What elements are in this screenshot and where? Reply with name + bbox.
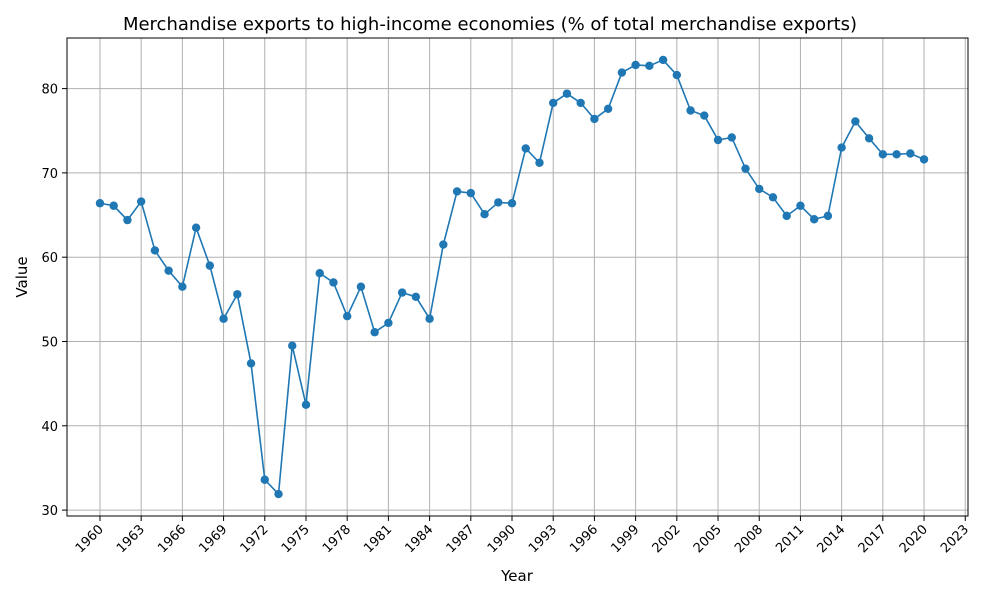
data-point [384, 318, 393, 328]
y-axis: 30 40 50 60 70 80 [41, 83, 67, 519]
data-point [452, 187, 462, 196]
x-tick-label: 1981 [361, 522, 395, 556]
data-point [576, 98, 585, 108]
data-point [782, 211, 791, 221]
data-point [590, 114, 599, 124]
x-tick-label: 2002 [650, 522, 684, 556]
data-point [755, 184, 764, 194]
data-point [274, 489, 283, 499]
y-tick-label: 60 [41, 251, 58, 266]
x-tick-label: 1993 [526, 522, 560, 556]
data-point [809, 215, 819, 224]
data-point [356, 282, 366, 291]
x-tick-label: 2020 [897, 522, 931, 556]
data-point [260, 475, 269, 484]
plot-frame [66, 37, 969, 517]
y-tick-label: 30 [41, 504, 58, 519]
data-point [919, 155, 929, 164]
data-point [741, 164, 750, 173]
data-point [878, 150, 888, 159]
x-tick-label: 1990 [485, 522, 519, 556]
grid [67, 38, 968, 516]
y-tick-label: 50 [41, 335, 58, 350]
chart-title: Merchandise exports to high-income econo… [123, 14, 857, 35]
data-point [603, 104, 613, 114]
data-point [123, 215, 132, 225]
data-point [906, 149, 915, 158]
data-point [617, 68, 627, 77]
x-tick-label: 2023 [938, 522, 972, 556]
data-point [864, 134, 874, 143]
data-point [837, 143, 846, 152]
x-tick-label: 1969 [196, 522, 230, 556]
x-tick-label: 1984 [402, 522, 436, 556]
x-tick-label: 2008 [732, 522, 766, 556]
data-point [439, 240, 448, 249]
x-tick-label: 1975 [279, 522, 313, 556]
data-point [301, 400, 311, 409]
x-tick-label: 1960 [73, 522, 107, 556]
data-point [178, 282, 187, 291]
data-point [892, 150, 901, 159]
x-tick-label: 1963 [114, 522, 148, 556]
data-point [672, 70, 682, 80]
data-point [823, 211, 833, 221]
data-point [768, 193, 778, 202]
data-point [370, 328, 379, 337]
data-point [796, 201, 805, 210]
data-point [562, 89, 572, 98]
x-tick-label: 2005 [691, 522, 725, 556]
data-point [246, 359, 256, 368]
data-point [411, 292, 421, 302]
data-point [466, 188, 475, 198]
y-tick-label: 40 [41, 420, 58, 435]
data-point [686, 106, 695, 115]
x-tick-label: 1966 [155, 522, 189, 556]
data-point [219, 314, 228, 323]
data-point [95, 199, 105, 208]
x-tick-label: 1999 [608, 522, 642, 556]
data-point [631, 60, 640, 70]
data-point [397, 288, 407, 297]
data-point [164, 266, 173, 275]
data-point [480, 209, 489, 219]
data-point [645, 61, 654, 71]
data-point [507, 199, 517, 208]
data-point [136, 197, 146, 206]
data-point [713, 135, 723, 145]
x-tick-label: 1996 [567, 522, 601, 556]
data-point [658, 55, 668, 65]
x-axis: 1960 1963 1966 1969 1972 1975 1978 1981 1984 1987… [73, 516, 972, 556]
x-tick-label: 1972 [238, 522, 272, 556]
x-tick-label: 2017 [856, 522, 890, 556]
data-point [549, 98, 558, 108]
x-axis-label: Year [500, 567, 534, 585]
x-tick-label: 2011 [773, 522, 807, 556]
data-point [191, 223, 201, 232]
x-tick-label: 1978 [320, 522, 354, 556]
data-point [150, 246, 160, 255]
x-tick-label: 2014 [814, 522, 848, 556]
data-point [521, 144, 530, 153]
y-tick-label: 70 [41, 167, 58, 182]
data-point [288, 341, 297, 350]
data-point [700, 111, 709, 120]
data-point [315, 269, 324, 278]
x-tick-label: 1987 [444, 522, 478, 556]
y-axis-label: Value [13, 256, 31, 297]
data-point [535, 158, 544, 167]
data-point [329, 278, 338, 287]
data-point [233, 290, 242, 299]
data-point [342, 312, 352, 321]
data-point [727, 133, 736, 142]
data-point [205, 261, 215, 270]
data-point [494, 198, 503, 207]
y-tick-label: 80 [41, 83, 58, 98]
data-point [109, 201, 118, 210]
data-point [851, 117, 860, 126]
data-point [425, 314, 434, 323]
data-points [95, 55, 929, 499]
